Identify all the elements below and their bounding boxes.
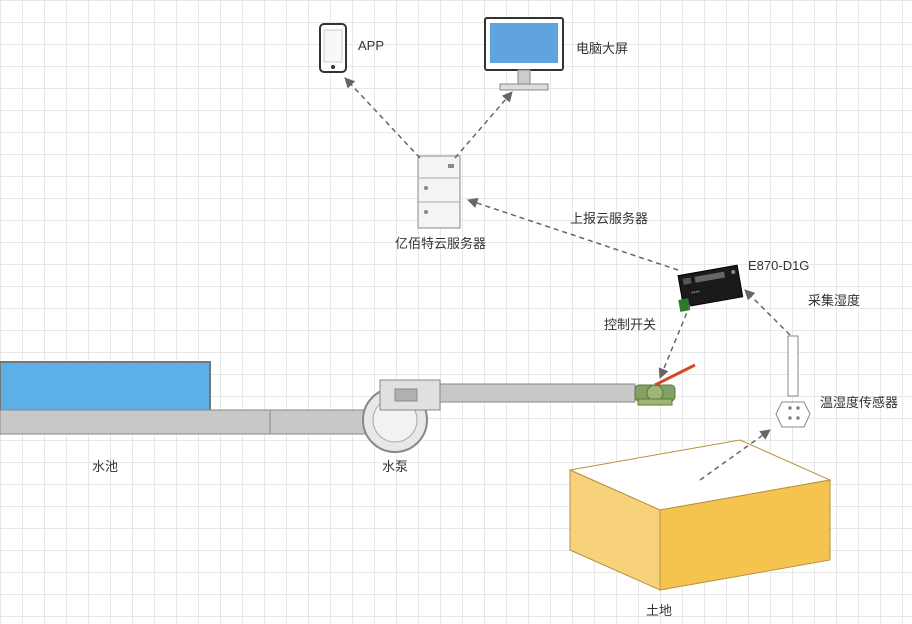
server-icon xyxy=(418,156,460,228)
pool-icon xyxy=(0,362,270,434)
pump-icon xyxy=(270,380,635,452)
phone-icon xyxy=(320,24,346,72)
valve-icon xyxy=(635,365,695,405)
diagram-canvas: ▪▪▪▪ xyxy=(0,0,912,624)
label-collect: 采集湿度 xyxy=(808,290,860,309)
label-app: APP xyxy=(358,38,384,53)
land-icon xyxy=(570,440,830,590)
label-monitor: 电脑大屏 xyxy=(576,38,628,57)
label-device: E870-D1G xyxy=(748,258,809,273)
label-sensor: 温湿度传感器 xyxy=(820,392,898,411)
label-land: 土地 xyxy=(646,600,672,619)
label-server: 亿佰特云服务器 xyxy=(395,233,486,252)
label-pool: 水池 xyxy=(92,456,118,475)
label-pump: 水泵 xyxy=(382,456,408,475)
monitor-icon xyxy=(485,18,563,90)
label-upload: 上报云服务器 xyxy=(570,208,648,227)
label-control: 控制开关 xyxy=(604,314,656,333)
sensor-icon xyxy=(776,336,810,427)
device-icon: ▪▪▪▪ xyxy=(674,265,743,312)
